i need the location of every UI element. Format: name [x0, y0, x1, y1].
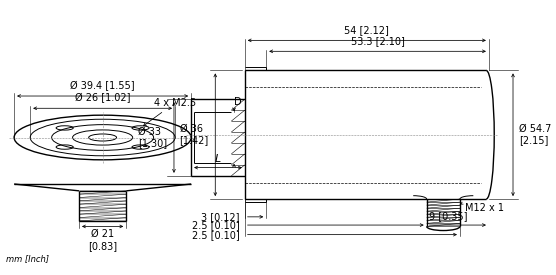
Text: mm [Inch]: mm [Inch] — [6, 254, 49, 263]
Text: 53.3 [2.10]: 53.3 [2.10] — [351, 36, 405, 46]
Text: 54 [2.12]: 54 [2.12] — [344, 26, 389, 35]
Text: M12 x 1: M12 x 1 — [465, 203, 504, 213]
Text: 3 [0.12]: 3 [0.12] — [201, 212, 240, 222]
Text: Ø 36
[1.42]: Ø 36 [1.42] — [180, 124, 209, 145]
Text: Ø 21
[0.83]: Ø 21 [0.83] — [88, 229, 117, 251]
Text: Ø 39.4 [1.55]: Ø 39.4 [1.55] — [70, 81, 135, 91]
Text: L: L — [215, 154, 221, 164]
Text: 4 x M2.5: 4 x M2.5 — [143, 98, 196, 126]
Text: 2.5 [0.10]: 2.5 [0.10] — [192, 230, 240, 240]
Text: Ø 26 [1.02]: Ø 26 [1.02] — [75, 93, 130, 103]
Text: Ø 33
[1.30]: Ø 33 [1.30] — [138, 127, 167, 148]
Text: 9 [0.35]: 9 [0.35] — [429, 211, 468, 221]
Text: Ø 54.7
[2.15]: Ø 54.7 [2.15] — [519, 124, 552, 145]
Text: 2.5 [0.10]: 2.5 [0.10] — [192, 220, 240, 230]
Text: D: D — [234, 97, 242, 108]
